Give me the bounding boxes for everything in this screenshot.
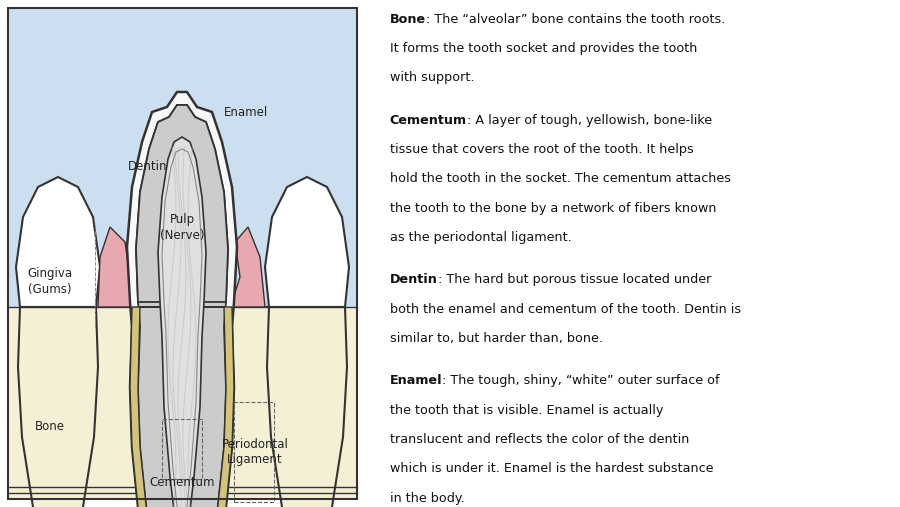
Text: Cementum: Cementum	[390, 114, 467, 127]
Bar	[8, 307, 357, 499]
Text: Pulp
(Nerve): Pulp (Nerve)	[160, 212, 204, 241]
Text: : The hard but porous tissue located under: : The hard but porous tissue located und…	[437, 273, 711, 286]
Text: with support.: with support.	[390, 71, 474, 85]
Text: the tooth to the bone by a network of fibers known: the tooth to the bone by a network of fi…	[390, 202, 716, 215]
Polygon shape	[18, 307, 98, 507]
Text: Enamel: Enamel	[224, 105, 268, 119]
Text: as the periodontal ligament.: as the periodontal ligament.	[390, 231, 572, 244]
Bar	[162, 419, 202, 479]
Bar	[234, 402, 274, 502]
Text: similar to, but harder than, bone.: similar to, but harder than, bone.	[390, 332, 603, 345]
Polygon shape	[136, 105, 228, 302]
Text: Bone: Bone	[390, 13, 426, 26]
Text: It forms the tooth socket and provides the tooth: It forms the tooth socket and provides t…	[390, 42, 698, 55]
Text: hold the tooth in the socket. The cementum attaches: hold the tooth in the socket. The cement…	[390, 172, 731, 186]
Text: tissue that covers the root of the tooth. It helps: tissue that covers the root of the tooth…	[390, 143, 694, 156]
Text: : The “alveolar” bone contains the tooth roots.: : The “alveolar” bone contains the tooth…	[426, 13, 725, 26]
Text: Bone: Bone	[35, 420, 65, 433]
Bar	[8, 8, 357, 307]
Text: both the enamel and cementum of the tooth. Dentin is: both the enamel and cementum of the toot…	[390, 303, 741, 316]
Text: which is under it. Enamel is the hardest substance: which is under it. Enamel is the hardest…	[390, 462, 714, 476]
Text: Cementum: Cementum	[149, 476, 215, 489]
Text: Gingiva
(Gums): Gingiva (Gums)	[27, 268, 73, 297]
PathPatch shape	[130, 307, 234, 507]
Text: the tooth that is visible. Enamel is actually: the tooth that is visible. Enamel is act…	[390, 404, 663, 417]
Polygon shape	[98, 227, 132, 307]
Text: : The tough, shiny, “white” outer surface of: : The tough, shiny, “white” outer surfac…	[443, 374, 720, 387]
Text: Dentin: Dentin	[390, 273, 437, 286]
Polygon shape	[265, 177, 349, 307]
Text: : A layer of tough, yellowish, bone-like: : A layer of tough, yellowish, bone-like	[467, 114, 712, 127]
Polygon shape	[127, 92, 237, 507]
Text: Enamel: Enamel	[390, 374, 443, 387]
Polygon shape	[16, 177, 100, 307]
Polygon shape	[158, 137, 206, 507]
Text: in the body.: in the body.	[390, 492, 464, 505]
Polygon shape	[232, 227, 270, 307]
Text: translucent and reflects the color of the dentin: translucent and reflects the color of th…	[390, 433, 689, 446]
Text: Dentin: Dentin	[128, 161, 167, 173]
Polygon shape	[267, 307, 347, 507]
Text: Periodontal
Ligament: Periodontal Ligament	[221, 438, 288, 466]
Polygon shape	[136, 105, 228, 507]
